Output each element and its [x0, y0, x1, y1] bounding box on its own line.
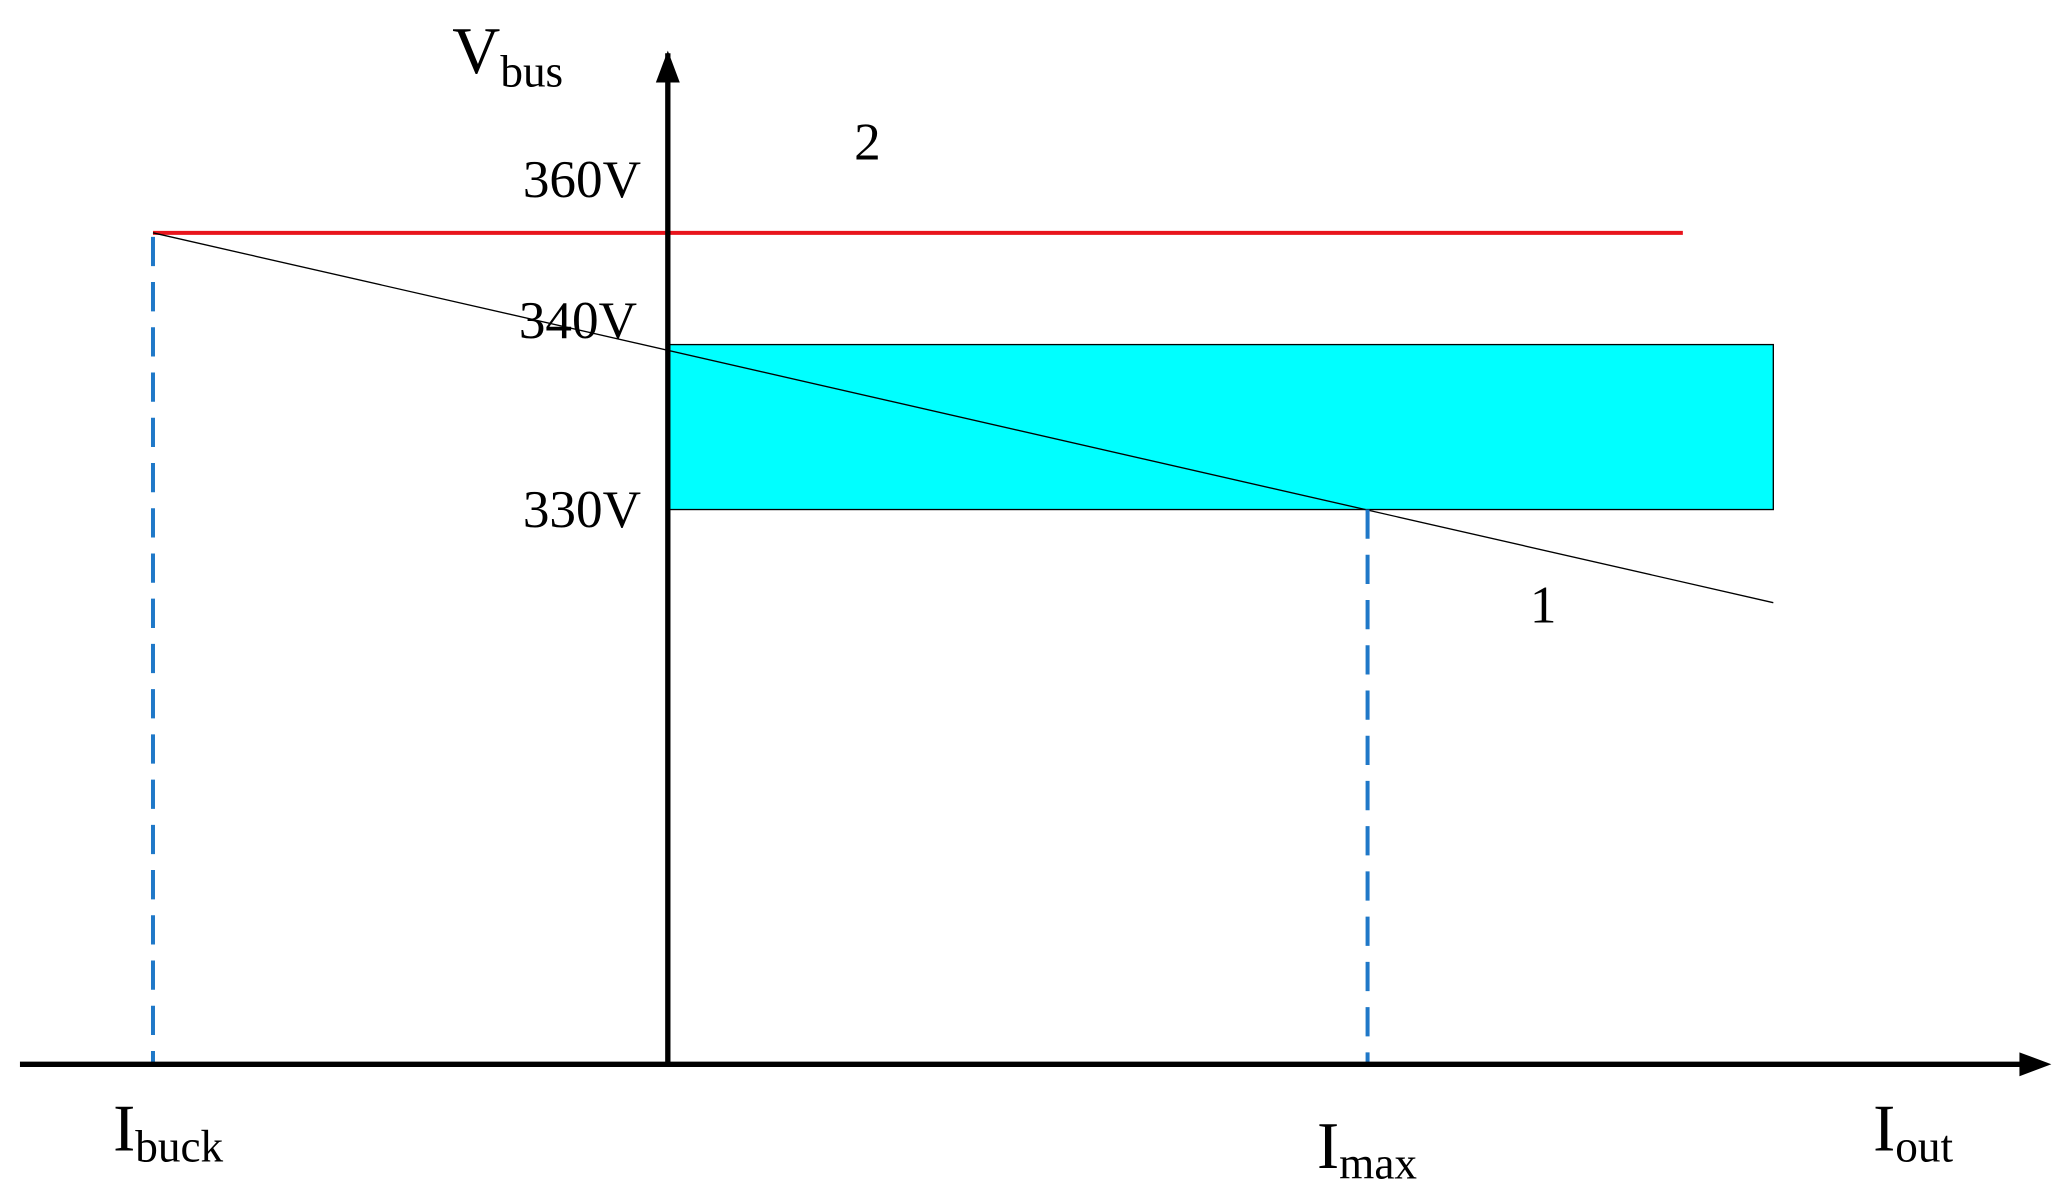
x-arrow: [2019, 1052, 2052, 1077]
label-part: I: [113, 1093, 135, 1166]
curve-label: 1: [1530, 576, 1557, 635]
label-part: bus: [500, 47, 563, 97]
label-part: max: [1339, 1139, 1417, 1189]
label-part: buck: [135, 1121, 223, 1171]
voltage-label: 360V: [523, 150, 641, 209]
curve-1: [152, 232, 1774, 604]
voltage-label: 330V: [523, 480, 641, 539]
y-axis-label: Vbus: [452, 15, 563, 96]
x-axis-label: Iout: [1873, 1093, 1953, 1172]
imax-label: Imax: [1317, 1110, 1417, 1189]
regulation-band: [667, 343, 1774, 511]
label-part: I: [1873, 1093, 1895, 1166]
ibuck-label: Ibuck: [113, 1093, 223, 1172]
curve-label: 2: [854, 113, 881, 172]
y-arrow: [655, 50, 680, 83]
voltage-label: 340V: [519, 291, 637, 350]
label-part: I: [1317, 1110, 1339, 1183]
label-part: out: [1895, 1121, 1953, 1171]
label-part: V: [452, 15, 500, 88]
